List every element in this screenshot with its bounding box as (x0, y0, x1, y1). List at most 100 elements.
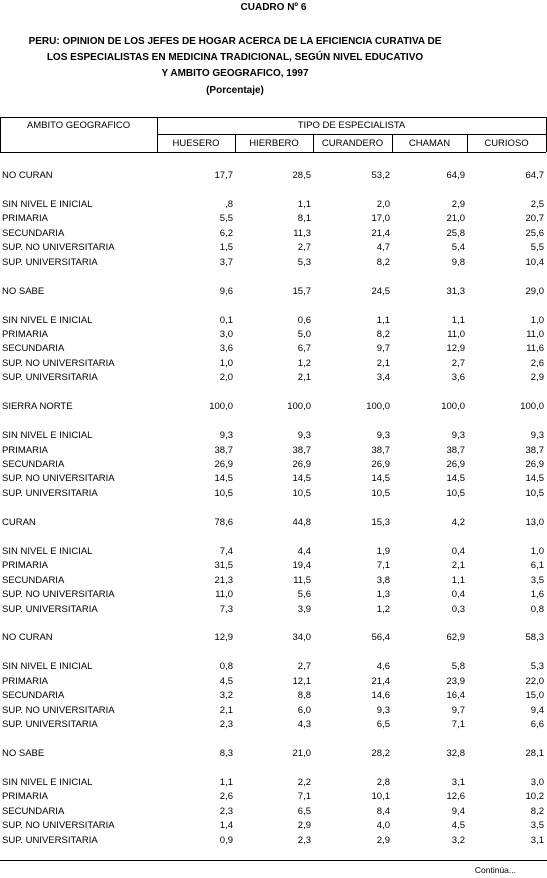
cell-value: 3,1 (530, 834, 544, 846)
cell-value: 9,6 (219, 285, 233, 297)
rule (157, 117, 158, 152)
cell-value: 1,0 (530, 314, 544, 326)
cell-value: 14,5 (525, 473, 545, 485)
cell-value: 100,0 (441, 401, 465, 413)
cell-value: 1,5 (219, 242, 233, 254)
cell-value: 6,5 (297, 805, 311, 817)
cell-value: 5,3 (297, 256, 311, 268)
cell-value: 2,2 (297, 776, 311, 788)
cell-value: 9,3 (451, 430, 465, 442)
cell-value: 0,8 (530, 603, 544, 615)
cell-value: 10,5 (525, 487, 545, 499)
cell-value: 9,4 (530, 704, 544, 716)
group-label: CURAN (2, 516, 36, 528)
cell-value: 8,2 (376, 256, 390, 268)
group-label: NO CURAN (2, 170, 53, 181)
cell-value: 53,2 (371, 170, 391, 181)
cell-value: 100,0 (287, 401, 311, 413)
row-label: SIN NIVEL E INICIAL (2, 314, 93, 326)
group-label: SIERRA NORTE (2, 401, 73, 413)
cell-value: 100,0 (366, 401, 390, 413)
row-label: SUP. UNIVERSITARIA (2, 487, 98, 499)
cell-value: 6,6 (530, 719, 544, 731)
cell-value: 5,5 (219, 213, 233, 225)
cell-value: 21,0 (292, 748, 312, 759)
row-label: SUP. UNIVERSITARIA (2, 719, 98, 731)
cell-value: 32,8 (446, 748, 466, 759)
cell-value: 2,9 (530, 372, 544, 384)
cell-value: 5,6 (297, 589, 311, 601)
cell-value: 2,1 (376, 357, 390, 369)
cell-value: 28,2 (371, 748, 391, 759)
cell-value: 2,3 (297, 834, 311, 846)
cell-value: 21,4 (371, 675, 391, 687)
cell-value: 62,9 (446, 632, 466, 644)
cell-value: 2,3 (219, 719, 233, 731)
row-label: SECUNDARIA (2, 459, 65, 470)
cell-value: 23,9 (446, 675, 466, 687)
cell-value: 14,5 (214, 473, 234, 485)
cell-value: 1,9 (376, 545, 390, 557)
cell-value: 21,0 (446, 213, 466, 225)
cell-value: 2,1 (451, 560, 465, 572)
cell-value: 13,0 (525, 516, 545, 528)
cell-value: 2,0 (219, 372, 233, 384)
cell-value: 2,8 (376, 776, 390, 788)
row-label: SECUNDARIA (2, 805, 65, 817)
cell-value: 26,9 (371, 459, 391, 470)
cell-value: ,8 (225, 198, 233, 210)
cell-value: 3,9 (297, 603, 311, 615)
rule (0, 117, 546, 118)
cell-value: 12,9 (446, 343, 466, 355)
cell-value: 11,0 (447, 328, 465, 340)
row-label: PRIMARIA (2, 791, 48, 803)
row-label: SECUNDARIA (2, 227, 65, 239)
cell-value: 2,7 (451, 357, 465, 369)
cell-value: 2,3 (219, 805, 233, 817)
cell-value: 9,3 (219, 430, 233, 442)
cell-value: 4,3 (297, 719, 311, 731)
rule (235, 134, 236, 152)
row-label: PRIMARIA (2, 444, 48, 456)
cell-value: 15,0 (525, 690, 545, 702)
cell-value: 2,7 (297, 661, 311, 673)
row-label: SUP. UNIVERSITARIA (2, 372, 98, 384)
cell-value: 5,3 (530, 661, 544, 673)
rule (392, 134, 393, 152)
cell-value: 4,7 (376, 242, 390, 254)
cell-value: 3,6 (219, 343, 233, 355)
cell-value: 12,6 (446, 791, 466, 803)
cell-value: 9,8 (451, 256, 465, 268)
cell-value: 1,2 (297, 357, 311, 369)
title-line: Y AMBITO GEOGRAFICO, 1997 (161, 68, 309, 79)
rule (0, 152, 546, 153)
cell-value: 3,5 (530, 574, 544, 586)
column-group-header: TIPO DE ESPECIALISTA (297, 120, 406, 131)
cell-value: 1,3 (376, 589, 390, 601)
cell-value: 7,4 (219, 545, 233, 557)
cell-value: 1,1 (297, 198, 311, 210)
row-label: SIN NIVEL E INICIAL (2, 545, 93, 557)
cell-value: 1,1 (451, 314, 465, 326)
cell-value: 2,0 (376, 198, 390, 210)
rule (157, 134, 546, 135)
row-label: PRIMARIA (2, 560, 48, 572)
column-header: HUESERO (172, 138, 220, 149)
cell-value: 5,5 (530, 242, 544, 254)
cell-value: 12,1 (292, 675, 312, 687)
cell-value: 20,7 (525, 213, 545, 225)
cell-value: 14,5 (292, 473, 312, 485)
cell-value: 44,8 (292, 516, 312, 528)
table-number: CUADRO Nº 6 (240, 2, 307, 13)
cell-value: 6,1 (530, 560, 544, 572)
cell-value: 0,3 (451, 603, 465, 615)
cell-value: 9,7 (376, 343, 390, 355)
cell-value: 10,5 (371, 487, 391, 499)
cell-value: 3,8 (376, 574, 390, 586)
cell-value: 10,5 (214, 487, 234, 499)
column-header: CHAMAN (408, 138, 451, 149)
cell-value: 9,3 (530, 430, 544, 442)
cell-value: 100,0 (520, 401, 544, 413)
cell-value: 7,1 (297, 791, 311, 803)
cell-value: 31,5 (214, 560, 234, 572)
